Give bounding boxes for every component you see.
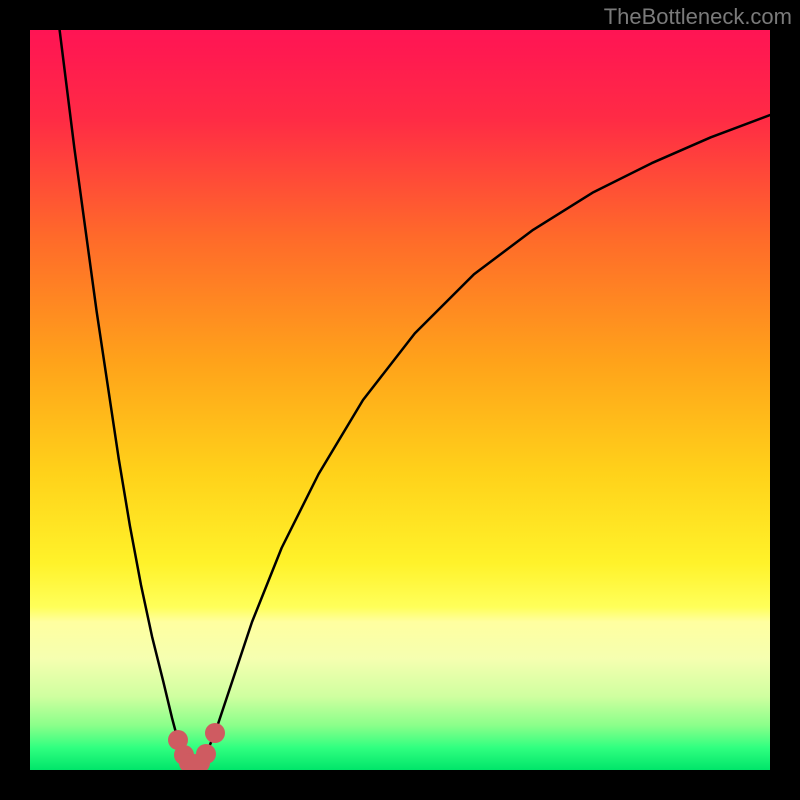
trough-marker bbox=[205, 723, 225, 743]
trough-marker bbox=[196, 744, 216, 764]
plot-area bbox=[30, 30, 770, 770]
watermark: TheBottleneck.com bbox=[604, 4, 792, 30]
curve-left bbox=[60, 30, 190, 763]
curve-right bbox=[200, 115, 770, 763]
curve-layer bbox=[30, 30, 770, 770]
